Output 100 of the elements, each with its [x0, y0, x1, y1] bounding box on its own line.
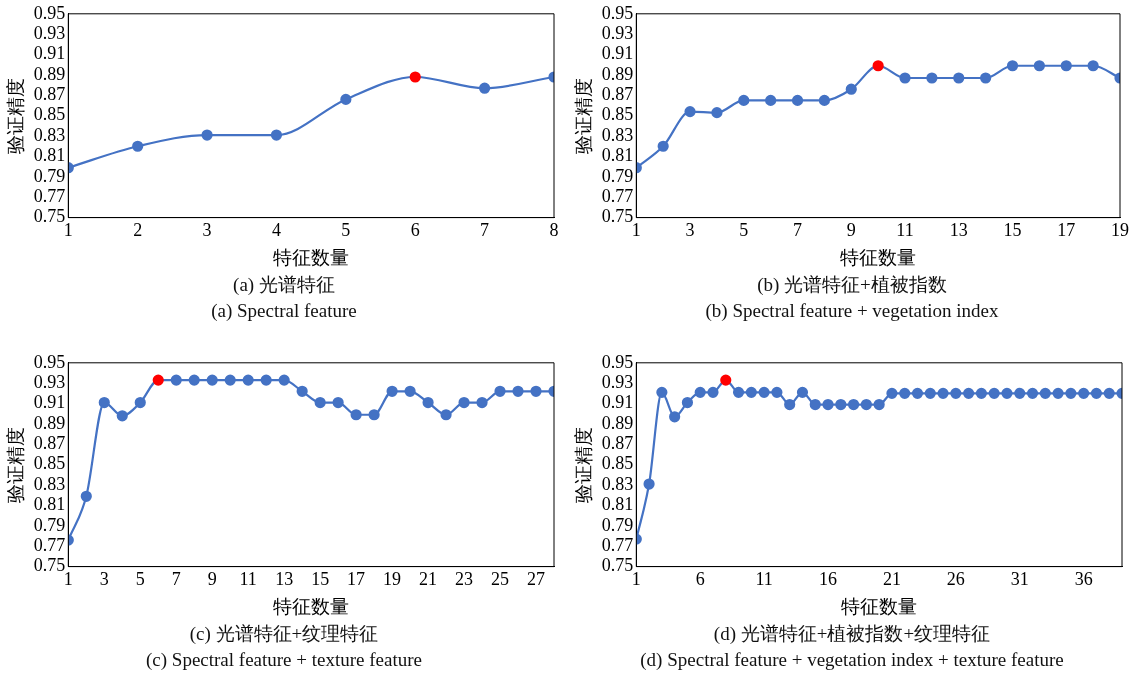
point — [643, 478, 655, 490]
point — [404, 385, 416, 397]
point — [1060, 60, 1072, 72]
x-tick-label: 21 — [419, 569, 438, 590]
y-tick-label: 0.79 — [33, 514, 66, 535]
point — [694, 386, 706, 398]
y-tick-label: 0.79 — [601, 165, 634, 186]
x-tick-label: 26 — [946, 569, 965, 590]
point — [1033, 60, 1045, 72]
point — [873, 398, 885, 411]
text: (d) Spectral feature + vegetation index + texture feature — [640, 648, 1064, 672]
y-tick-label: 0.89 — [601, 63, 634, 84]
y-tick-label: 0.89 — [33, 63, 66, 84]
point — [116, 410, 128, 422]
point — [720, 374, 732, 386]
y-tick-label: 0.91 — [33, 392, 66, 413]
y-tick-label: 0.91 — [601, 392, 634, 413]
point — [296, 385, 308, 397]
text: (d) 光谱特征+植被指数+纹理特征 — [713, 622, 991, 646]
y-tick-label: 0.87 — [33, 84, 66, 105]
point — [368, 409, 380, 421]
x-tick-label: 6 — [695, 569, 705, 590]
y-axis-title: 验证精度 — [573, 426, 595, 503]
point — [758, 386, 770, 398]
x-tick-label: 19 — [1111, 220, 1129, 241]
x-tick-label: 21 — [882, 569, 901, 590]
x-tick-label: 1 — [631, 220, 641, 241]
y-tick-label: 0.75 — [601, 555, 634, 576]
point — [340, 93, 352, 105]
x-tick-label: 5 — [135, 569, 145, 590]
x-tick-label: 17 — [347, 569, 366, 590]
point — [440, 409, 452, 421]
point — [886, 387, 898, 399]
point — [822, 398, 834, 411]
point — [134, 396, 146, 409]
x-axis-title: 特征数量 — [840, 246, 917, 268]
x-tick-label: 19 — [383, 569, 402, 590]
y-tick-label: 0.77 — [601, 185, 634, 206]
x-axis-title: 特征数量 — [841, 595, 918, 617]
point — [847, 398, 860, 411]
point — [791, 94, 804, 107]
x-tick-label: 13 — [949, 220, 968, 241]
x-axis-title: 特征数量 — [273, 246, 350, 268]
point — [332, 396, 344, 409]
x-tick-label: 3 — [202, 220, 212, 241]
y-axis-title: 验证精度 — [573, 77, 595, 154]
y-tick-label: 0.93 — [33, 371, 66, 392]
x-tick-label: 17 — [1057, 220, 1076, 241]
point — [1090, 387, 1103, 399]
y-tick-label: 0.75 — [601, 206, 634, 227]
x-axis-title: 特征数量 — [273, 595, 350, 617]
text: (a) Spectral feature — [211, 299, 357, 323]
y-tick-label: 0.83 — [601, 124, 634, 145]
point — [350, 409, 362, 421]
y-tick-label: 0.75 — [33, 206, 66, 227]
point — [988, 387, 1000, 399]
x-tick-label: 6 — [410, 220, 420, 241]
point — [270, 129, 283, 141]
x-tick-label: 11 — [239, 569, 257, 590]
point — [656, 386, 668, 398]
point — [953, 72, 965, 84]
point — [924, 387, 936, 399]
point — [975, 387, 987, 399]
point — [732, 386, 745, 398]
x-tick-label: 36 — [1074, 569, 1093, 590]
point — [911, 387, 924, 399]
y-axis-title: 验证精度 — [5, 426, 27, 503]
point — [242, 374, 254, 386]
y-tick-label: 0.87 — [601, 84, 634, 105]
point — [479, 82, 491, 94]
point — [926, 72, 938, 84]
point — [386, 385, 398, 397]
y-axis-title: 验证精度 — [5, 77, 27, 154]
point — [1039, 387, 1051, 399]
x-tick-label: 13 — [275, 569, 294, 590]
y-tick-label: 0.93 — [601, 22, 634, 43]
x-tick-label: 8 — [549, 220, 559, 241]
x-tick-label: 2 — [133, 220, 143, 241]
point — [188, 374, 200, 386]
point — [796, 386, 809, 398]
x-tick-label: 1 — [63, 569, 73, 590]
point — [738, 94, 750, 107]
point — [132, 140, 144, 152]
point — [260, 374, 272, 386]
point — [1078, 387, 1090, 399]
y-tick-label: 0.83 — [33, 124, 66, 145]
point — [314, 396, 326, 409]
x-tick-label: 23 — [455, 569, 474, 590]
point — [224, 374, 236, 386]
y-tick-label: 0.95 — [601, 2, 634, 23]
point — [707, 386, 719, 398]
y-tick-label: 0.91 — [601, 43, 634, 64]
x-tick-label: 1 — [631, 569, 641, 590]
y-tick-label: 0.95 — [601, 351, 634, 372]
point — [835, 398, 847, 411]
point — [530, 385, 542, 397]
x-tick-label: 31 — [1010, 569, 1029, 590]
text: (c) 光谱特征+纹理特征 — [189, 622, 379, 646]
point — [494, 385, 506, 397]
text: (b) Spectral feature + vegetation index — [705, 299, 999, 323]
